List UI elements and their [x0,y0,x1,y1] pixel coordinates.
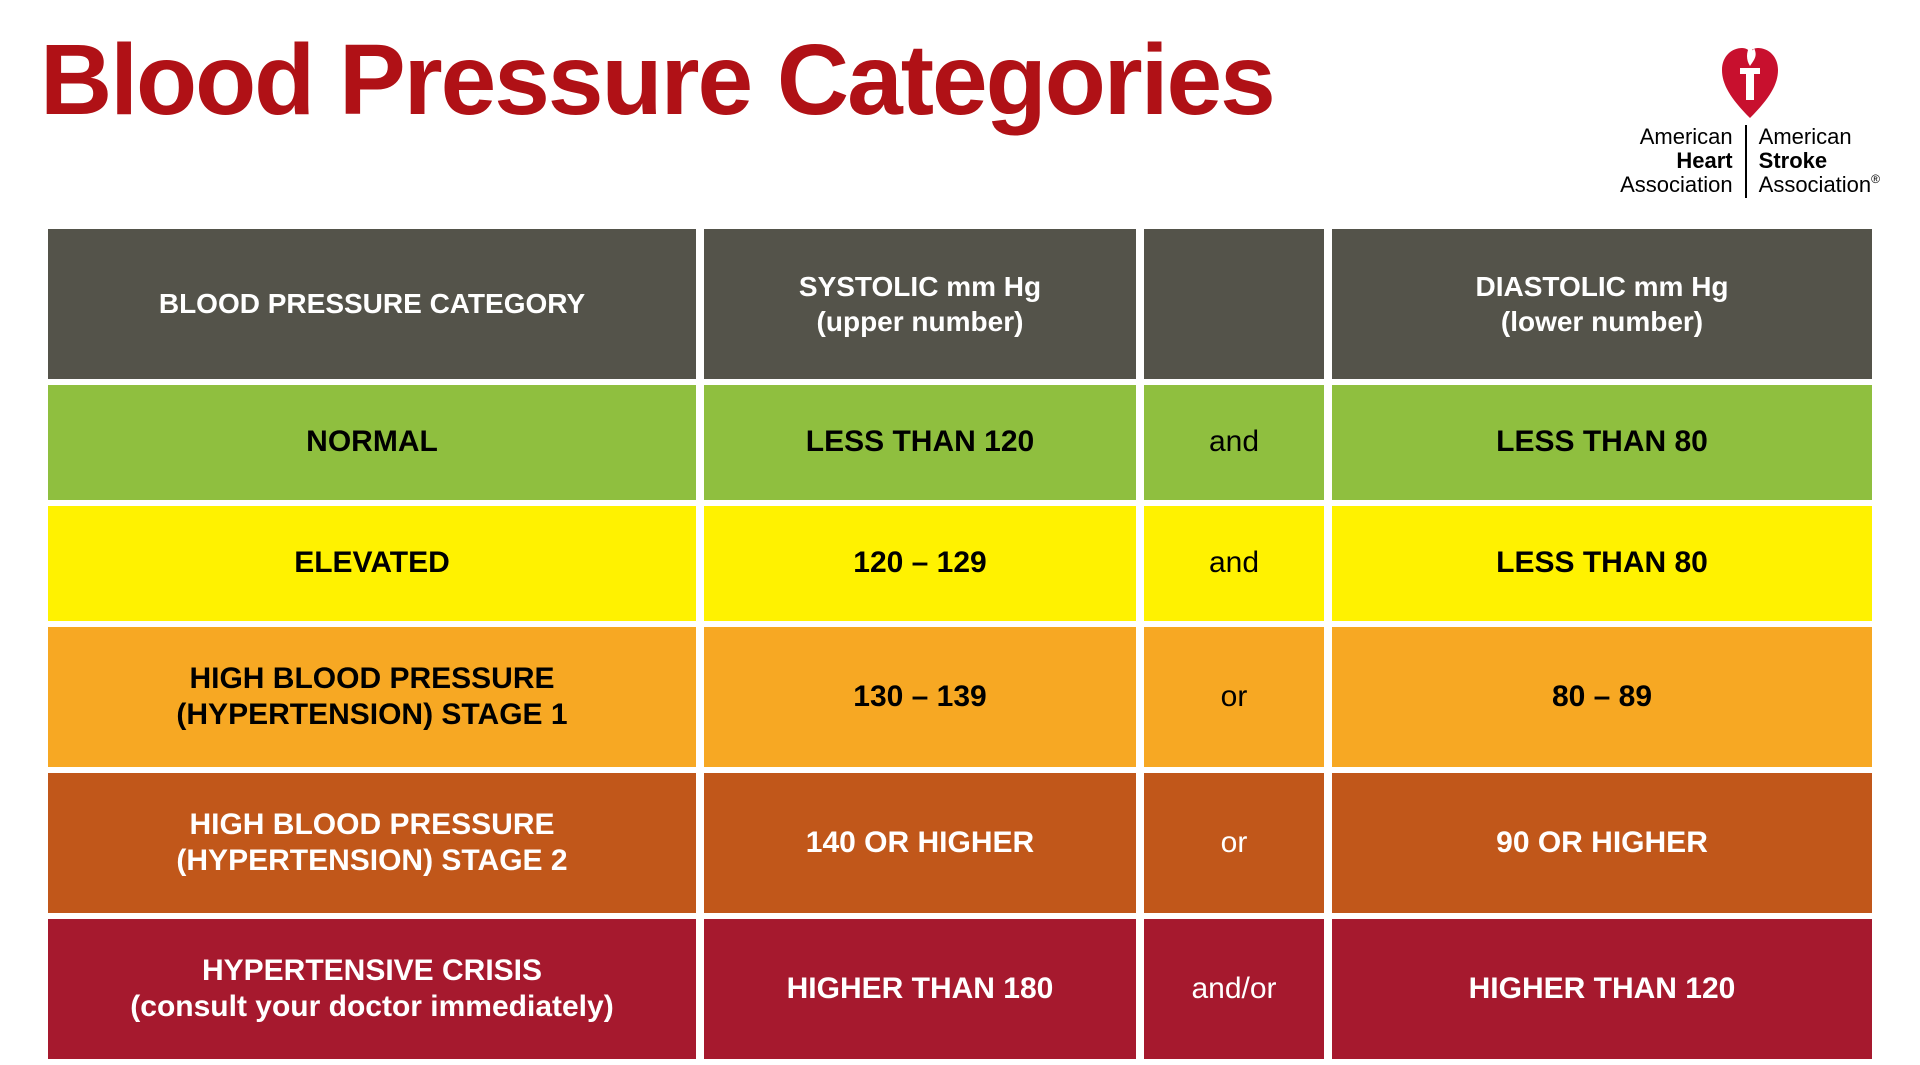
cell-category: HYPERTENSIVE CRISIS(consult your doctor … [48,919,696,1059]
table-row: NORMALLESS THAN 120andLESS THAN 80 [48,385,1872,500]
cell-diastolic: LESS THAN 80 [1332,506,1872,621]
cell-category: ELEVATED [48,506,696,621]
cell-category: NORMAL [48,385,696,500]
cell-diastolic: 90 OR HIGHER [1332,773,1872,913]
header-category: BLOOD PRESSURE CATEGORY [48,229,696,379]
cell-systolic: 140 OR HIGHER [704,773,1136,913]
header-systolic: SYSTOLIC mm Hg (upper number) [704,229,1136,379]
cell-systolic: HIGHER THAN 180 [704,919,1136,1059]
cell-systolic: LESS THAN 120 [704,385,1136,500]
cell-category: HIGH BLOOD PRESSURE(HYPERTENSION) STAGE … [48,627,696,767]
header-diastolic: DIASTOLIC mm Hg (lower number) [1332,229,1872,379]
table-row: HYPERTENSIVE CRISIS(consult your doctor … [48,919,1872,1059]
cell-diastolic: 80 – 89 [1332,627,1872,767]
cell-systolic: 130 – 139 [704,627,1136,767]
cell-category: HIGH BLOOD PRESSURE(HYPERTENSION) STAGE … [48,773,696,913]
cell-conjunction: and [1144,506,1324,621]
org-logo: American Heart Association American Stro… [1620,30,1880,198]
cell-conjunction: or [1144,773,1324,913]
cell-conjunction: and/or [1144,919,1324,1059]
header-conj [1144,229,1324,379]
table-row: HIGH BLOOD PRESSURE(HYPERTENSION) STAGE … [48,773,1872,913]
cell-diastolic: HIGHER THAN 120 [1332,919,1872,1059]
cell-conjunction: and [1144,385,1324,500]
logo-right-text: American Stroke Association® [1745,125,1880,198]
page-title: Blood Pressure Categories [40,30,1274,130]
cell-systolic: 120 – 129 [704,506,1136,621]
table-header-row: BLOOD PRESSURE CATEGORY SYSTOLIC mm Hg (… [48,229,1872,379]
cell-conjunction: or [1144,627,1324,767]
logo-left-text: American Heart Association [1620,125,1745,198]
heart-torch-icon [1720,40,1780,120]
cell-diastolic: LESS THAN 80 [1332,385,1872,500]
table-row: HIGH BLOOD PRESSURE(HYPERTENSION) STAGE … [48,627,1872,767]
table-row: ELEVATED120 – 129andLESS THAN 80 [48,506,1872,621]
bp-table: BLOOD PRESSURE CATEGORY SYSTOLIC mm Hg (… [40,223,1880,1065]
